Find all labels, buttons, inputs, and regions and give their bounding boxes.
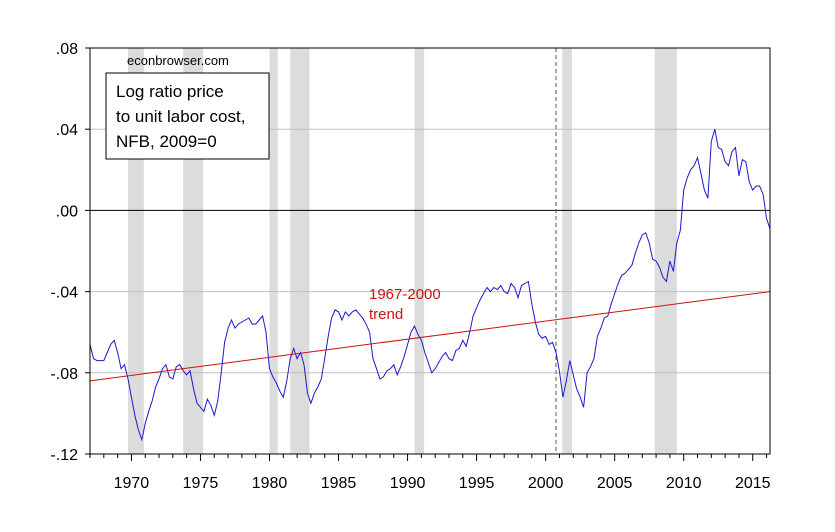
recession-band-6 <box>562 48 572 454</box>
x-tick-label-1975: 1975 <box>183 475 219 492</box>
series-trend-line <box>89 291 771 382</box>
x-tick-label-2005: 2005 <box>597 475 633 492</box>
y-tick-label-3: -.04 <box>50 285 78 302</box>
x-tick-label-2010: 2010 <box>666 475 702 492</box>
series-lines <box>89 129 771 442</box>
y-tick-label-2: .00 <box>56 203 78 220</box>
gridlines <box>90 128 770 374</box>
x-tick-label-1980: 1980 <box>252 475 288 492</box>
legend-line-3: NFB, 2009=0 <box>116 132 217 151</box>
legend-box: Log ratio price to unit labor cost, NFB,… <box>105 72 270 160</box>
x-tick-label-2015: 2015 <box>735 475 771 492</box>
recession-band-7 <box>654 48 677 454</box>
y-tick-label-1: .04 <box>56 122 78 139</box>
y-tick-label-5: -.12 <box>50 447 78 464</box>
trend-annotation-line-1: 1967-2000 <box>369 286 441 303</box>
legend-line-1: Log ratio price <box>116 82 224 101</box>
x-tick-label-1985: 1985 <box>321 475 357 492</box>
series-log-ratio-line <box>89 129 771 442</box>
x-tick-label-1990: 1990 <box>390 475 426 492</box>
x-tick-label-2000: 2000 <box>528 475 564 492</box>
plot-frame <box>89 47 771 455</box>
legend-line-2: to unit labor cost, <box>116 107 245 126</box>
recession-band-4 <box>290 48 310 454</box>
y-axis-ticks: .08 .04 .00 -.04 -.08 -.12 <box>50 41 90 464</box>
x-tick-label-1995: 1995 <box>459 475 495 492</box>
x-tick-label-1970: 1970 <box>114 475 150 492</box>
x-axis-ticks: 1970 1975 1980 1985 1990 1995 2000 2005 2010 2015 <box>89 454 771 492</box>
y-tick-label-0: .08 <box>56 41 78 58</box>
source-label: econbrowser.com <box>127 53 229 68</box>
legend-frame <box>105 72 270 160</box>
trend-annotation-line-2: trend <box>369 306 403 323</box>
y-tick-label-4: -.08 <box>50 366 78 383</box>
trend-annotation: 1967-2000 trend <box>369 286 441 323</box>
recession-band-3 <box>269 48 278 454</box>
recession-band-5 <box>414 48 425 454</box>
